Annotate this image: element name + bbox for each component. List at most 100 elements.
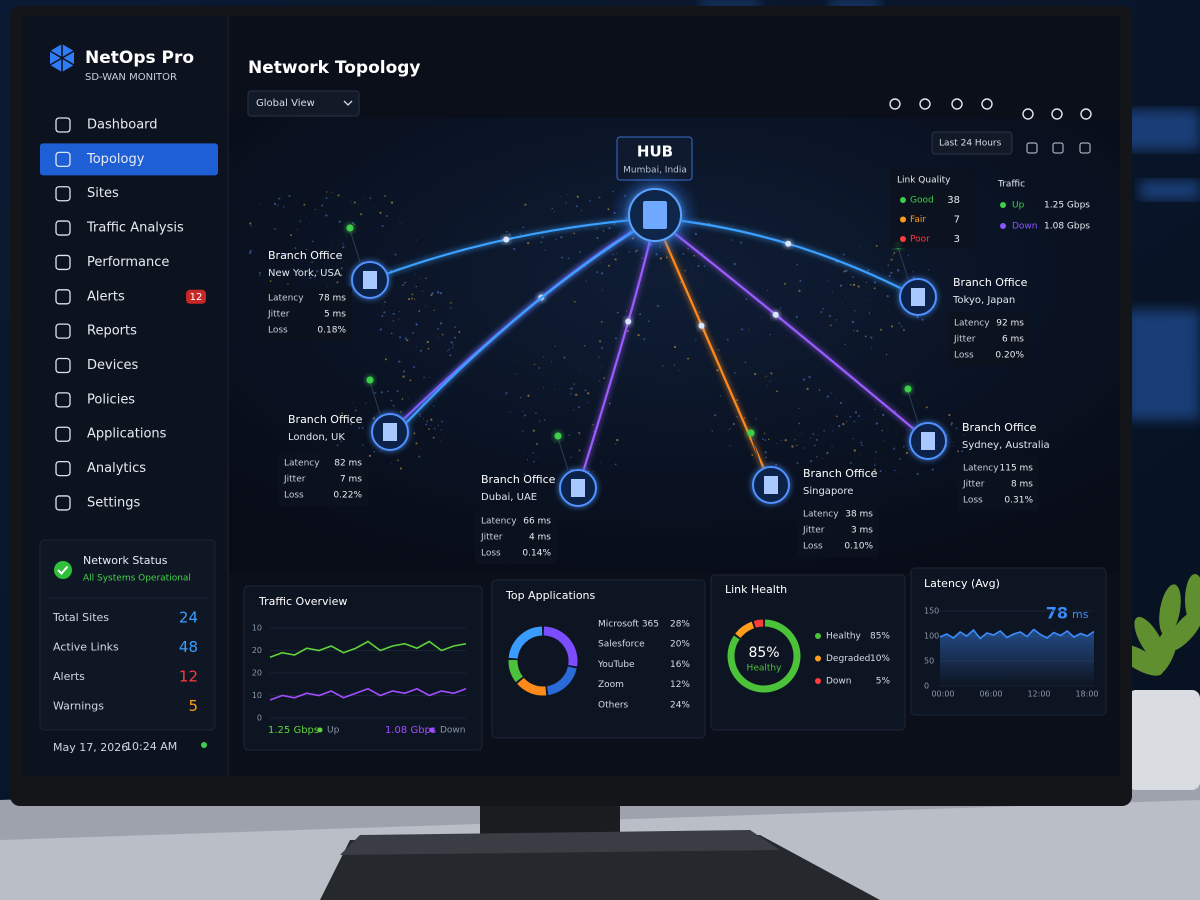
map-light bbox=[423, 376, 425, 379]
map-light bbox=[826, 451, 829, 454]
map-light bbox=[400, 223, 402, 225]
map-light bbox=[874, 408, 876, 411]
nav-item[interactable]: Policies bbox=[87, 392, 135, 407]
nav-item[interactable]: Performance bbox=[87, 255, 169, 270]
latency-line bbox=[939, 628, 1095, 640]
map-light bbox=[628, 250, 631, 253]
map-light bbox=[383, 311, 386, 314]
nav-item[interactable]: Settings bbox=[87, 495, 141, 510]
map-light bbox=[513, 247, 516, 251]
map-light bbox=[406, 339, 409, 342]
map-light bbox=[842, 253, 845, 256]
map-light bbox=[408, 298, 411, 301]
map-light bbox=[387, 390, 389, 393]
branch-location: Singapore bbox=[803, 486, 853, 497]
link-health-name: Healthy bbox=[826, 632, 862, 642]
range-dropdown[interactable] bbox=[931, 131, 1013, 155]
nav-item[interactable]: Devices bbox=[87, 358, 138, 373]
map-light bbox=[342, 243, 344, 245]
map-light bbox=[576, 195, 579, 198]
hub-icon bbox=[643, 201, 667, 229]
map-light bbox=[349, 422, 353, 426]
branch-metric-value: 0.10% bbox=[844, 542, 873, 552]
toolbar-icon[interactable] bbox=[1080, 108, 1092, 120]
map-light bbox=[808, 375, 811, 379]
branch-location: London, UK bbox=[288, 432, 345, 443]
branch-metric-label: Jitter bbox=[480, 533, 503, 543]
map-light bbox=[765, 375, 767, 377]
legend-dot bbox=[815, 633, 821, 639]
map-light bbox=[535, 412, 537, 414]
view-icon[interactable] bbox=[1079, 142, 1091, 154]
map-light bbox=[570, 456, 572, 458]
map-light bbox=[779, 306, 782, 309]
map-light bbox=[680, 281, 682, 284]
map-light bbox=[727, 429, 729, 431]
map-light bbox=[845, 269, 848, 272]
app-name: YouTube bbox=[597, 660, 635, 670]
map-light bbox=[873, 281, 877, 284]
map-light bbox=[875, 451, 877, 453]
y-tick-label: 20 bbox=[252, 646, 262, 655]
map-light bbox=[793, 440, 795, 442]
nav-item[interactable]: Dashboard bbox=[87, 118, 158, 133]
map-light bbox=[296, 229, 298, 231]
nav-item[interactable]: Traffic Analysis bbox=[86, 221, 184, 236]
map-light bbox=[615, 253, 617, 254]
nav-item[interactable]: Sites bbox=[87, 186, 119, 201]
view-dropdown[interactable] bbox=[247, 90, 360, 117]
map-light bbox=[946, 434, 948, 437]
map-light bbox=[368, 454, 372, 458]
legend-name: Up bbox=[327, 726, 340, 736]
toolbar-icon[interactable] bbox=[1051, 108, 1063, 120]
view-icon[interactable] bbox=[1026, 142, 1038, 154]
branch-status-stem bbox=[557, 437, 569, 471]
range-dropdown-label[interactable]: Last 24 Hours bbox=[939, 139, 1002, 149]
nav-item[interactable]: Analytics bbox=[87, 461, 146, 476]
map-light bbox=[794, 438, 796, 441]
map-light bbox=[573, 383, 575, 385]
map-light bbox=[889, 309, 890, 311]
widget-title: Traffic Overview bbox=[258, 595, 347, 608]
nav-icon bbox=[55, 254, 71, 271]
map-light bbox=[837, 424, 841, 428]
map-light bbox=[603, 377, 606, 380]
toolbar-icon[interactable] bbox=[981, 98, 993, 110]
view-dropdown-label[interactable]: Global View bbox=[256, 98, 315, 109]
map-light bbox=[399, 336, 402, 339]
map-light bbox=[854, 411, 858, 414]
branch-title: Branch Office bbox=[953, 276, 1028, 289]
nav-item[interactable]: Reports bbox=[87, 324, 137, 339]
nav-item[interactable]: Topology bbox=[86, 152, 145, 167]
map-light bbox=[430, 418, 433, 421]
topology-link bbox=[391, 217, 656, 439]
branch-metric-label: Latency bbox=[481, 517, 517, 527]
map-light bbox=[687, 247, 690, 250]
toolbar-icon[interactable] bbox=[1022, 108, 1034, 120]
nav-item[interactable]: Alerts bbox=[87, 289, 125, 304]
map-light bbox=[253, 239, 255, 241]
branch-status-dot bbox=[346, 224, 354, 232]
toolbar-icon[interactable] bbox=[951, 98, 963, 110]
map-light bbox=[851, 320, 855, 324]
map-light bbox=[637, 333, 640, 337]
monitor-base-top bbox=[340, 830, 780, 855]
map-light bbox=[391, 332, 393, 335]
map-light bbox=[523, 450, 525, 452]
view-icon[interactable] bbox=[1052, 142, 1064, 154]
map-light bbox=[325, 197, 328, 200]
nav-item[interactable]: Applications bbox=[87, 427, 167, 442]
status-stat-label: Total Sites bbox=[52, 611, 109, 624]
map-light bbox=[605, 340, 606, 342]
map-light bbox=[785, 335, 787, 337]
map-light bbox=[873, 468, 877, 471]
toolbar-icon[interactable] bbox=[919, 98, 931, 110]
map-light bbox=[418, 455, 421, 458]
map-light bbox=[868, 312, 871, 314]
map-light bbox=[716, 369, 719, 372]
toolbar-icon[interactable] bbox=[889, 98, 901, 110]
background-light bbox=[1125, 310, 1200, 420]
branch-metric-value: 6 ms bbox=[1002, 335, 1024, 345]
map-light bbox=[439, 440, 441, 442]
map-light bbox=[775, 463, 778, 466]
